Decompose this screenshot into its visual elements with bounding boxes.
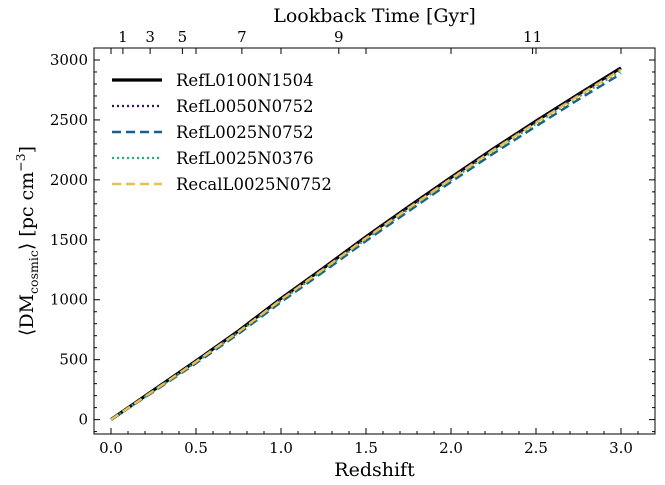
x-tick-label: 0.5: [184, 439, 208, 457]
y-tick-label: 1000: [50, 291, 88, 309]
y-axis-label: ⟨DMcosmic⟩ [pc cm−3]: [13, 146, 41, 336]
top-tick-label: 11: [523, 28, 542, 46]
y-tick-label: 2000: [50, 171, 88, 189]
y-axis-label-close: ]: [16, 146, 38, 153]
legend: RefL0100N1504 RefL0050N0752 RefL0025N0752 R…: [112, 71, 332, 194]
legend-label: RefL0025N0752: [176, 123, 314, 142]
plot-frame: [93, 47, 656, 435]
x-tick-label: 3.0: [609, 439, 633, 457]
x-tick-label: 1.0: [269, 439, 293, 457]
y-axis-label-exponent: −3: [13, 153, 28, 171]
legend-label: RefL0100N1504: [176, 71, 314, 90]
y-axis-label-main: ⟨DM: [16, 294, 38, 336]
series-layer: [110, 66, 622, 421]
y-axis-label-subscript: cosmic: [26, 250, 41, 294]
y-tick-label: 500: [59, 351, 88, 369]
top-tick-label: 5: [178, 28, 188, 46]
legend-label: RefL0025N0376: [176, 149, 314, 168]
y-axis-label-unit: ⟩ [pc cm: [16, 172, 38, 250]
y-tick-label: 1500: [50, 231, 88, 249]
top-tick-label: 1: [118, 28, 128, 46]
legend-label: RefL0050N0752: [176, 97, 314, 116]
top-tick-label: 9: [334, 28, 344, 46]
y-tick-label: 0: [78, 411, 88, 429]
y-tick-label: 3000: [50, 51, 88, 69]
x-tick-label: 1.5: [354, 439, 378, 457]
top-tick-label: 3: [145, 28, 155, 46]
x-axis-label: Redshift: [334, 459, 415, 481]
series-line-5: [110, 68, 622, 421]
tick-layer: 0.0 0.5 1.0 1.5 2.0 2.5 3.0 0 500 1000 1500 2000 250…: [50, 28, 656, 457]
x-tick-label: 0.0: [99, 439, 123, 457]
x-tick-label: 2.0: [439, 439, 463, 457]
top-tick-label: 7: [237, 28, 247, 46]
legend-label: RecalL0025N0752: [176, 175, 332, 194]
top-axis-label: Lookback Time [Gyr]: [273, 5, 476, 27]
y-tick-label: 2500: [50, 111, 88, 129]
x-tick-label: 2.5: [524, 439, 548, 457]
